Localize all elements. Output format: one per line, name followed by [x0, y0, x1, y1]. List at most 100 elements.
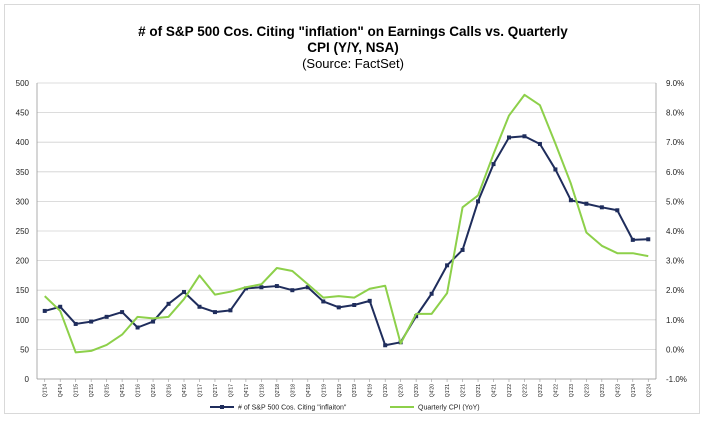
- x-tick-label: Q4'20: [430, 384, 436, 397]
- y-right-tick-label: 1.0%: [666, 316, 684, 325]
- x-tick-label: Q3'22: [538, 384, 544, 397]
- x-tick-label: Q3'21: [476, 384, 482, 397]
- data-point: [336, 305, 341, 310]
- y-left-tick-label: 400: [16, 138, 30, 147]
- y-right-tick-label: 4.0%: [666, 227, 684, 236]
- y-right-tick-label: 6.0%: [666, 168, 684, 177]
- data-point: [321, 299, 326, 304]
- chart-title-line-1: # of S&P 500 Cos. Citing "inflation" on …: [138, 24, 568, 39]
- x-tick-label: Q3'20: [414, 384, 420, 397]
- data-point: [104, 314, 109, 319]
- x-tick-label: Q1'21: [445, 384, 451, 397]
- legend-label: Quarterly CPI (YoY): [418, 405, 480, 412]
- data-point: [89, 319, 94, 324]
- x-tick-label: Q3'16: [167, 384, 173, 397]
- y-left-tick-label: 200: [16, 257, 30, 266]
- series-line-1: [44, 135, 649, 347]
- x-tick-label: Q3'17: [228, 384, 234, 397]
- data-point: [599, 205, 604, 210]
- data-point: [73, 321, 78, 326]
- series-line-2: [44, 93, 649, 354]
- data-point: [584, 201, 589, 206]
- chart-subtitle: (Source: FactSet): [302, 56, 404, 71]
- y-right-tick-label: 8.0%: [666, 109, 684, 118]
- x-tick-label: Q1'18: [259, 384, 265, 397]
- data-point: [228, 308, 233, 313]
- x-tick-label: Q4'21: [492, 384, 498, 397]
- data-point: [460, 247, 465, 252]
- y-right-tick-label: 3.0%: [666, 257, 684, 266]
- x-tick-label: Q3'18: [290, 384, 296, 397]
- y-right-tick-label: -1.0%: [666, 375, 687, 384]
- y-right-tick-label: 5.0%: [666, 197, 684, 206]
- x-tick-label: Q2'24: [646, 384, 652, 397]
- data-point: [367, 298, 372, 303]
- data-point: [305, 285, 310, 290]
- x-tick-label: Q1'19: [321, 384, 327, 397]
- legend-marker: [220, 405, 224, 409]
- x-tick-label: Q4'23: [615, 384, 621, 397]
- y-left-tick-label: 150: [16, 286, 30, 295]
- x-tick-label: Q4'19: [368, 384, 374, 397]
- data-point: [197, 304, 202, 309]
- data-point: [212, 310, 217, 315]
- data-point: [135, 325, 140, 330]
- x-tick-label: Q4'22: [553, 384, 559, 397]
- data-point: [537, 141, 542, 146]
- data-point: [58, 304, 63, 309]
- y-right-tick-label: 2.0%: [666, 286, 684, 295]
- x-tick-label: Q4'16: [182, 384, 188, 397]
- y-left-tick-label: 250: [16, 227, 30, 236]
- x-tick-label: Q1'20: [383, 384, 389, 397]
- x-tick-label: Q1'14: [43, 384, 49, 397]
- data-point: [120, 310, 125, 315]
- x-tick-label: Q4'15: [120, 384, 126, 397]
- x-tick-label: Q3'15: [105, 384, 111, 397]
- x-tick-label: Q3'19: [352, 384, 358, 397]
- data-point: [568, 198, 573, 203]
- data-point: [383, 343, 388, 348]
- data-point: [630, 237, 635, 242]
- x-tick-label: Q4'14: [58, 384, 64, 397]
- chart-border: [4, 4, 700, 414]
- x-tick-label: Q2'19: [337, 384, 343, 397]
- data-point: [522, 134, 527, 139]
- data-point: [243, 286, 248, 291]
- y-left-tick-label: 500: [16, 79, 30, 88]
- data-point: [166, 301, 171, 306]
- x-tick-label: Q2'16: [151, 384, 157, 397]
- x-tick-label: Q2'18: [275, 384, 281, 397]
- x-tick-label: Q4'17: [244, 384, 250, 397]
- chart-title-line-2: CPI (Y/Y, NSA): [307, 40, 399, 55]
- data-point: [506, 135, 511, 140]
- data-point: [476, 199, 481, 204]
- y-right-tick-label: 9.0%: [666, 79, 684, 88]
- x-tick-label: Q2'20: [399, 384, 405, 397]
- data-point: [290, 288, 295, 293]
- data-point: [259, 285, 264, 290]
- y-left-tick-label: 0: [25, 375, 30, 384]
- y-left-tick-label: 100: [16, 316, 30, 325]
- y-right-tick-label: 7.0%: [666, 138, 684, 147]
- data-point: [151, 319, 156, 324]
- x-tick-label: Q1'24: [631, 384, 637, 397]
- data-point: [646, 237, 651, 242]
- legend-label: # of S&P 500 Cos. Citing "inflaiton": [238, 405, 347, 412]
- data-point: [491, 162, 496, 167]
- x-tick-label: Q3'23: [600, 384, 606, 397]
- x-tick-label: Q2'17: [213, 384, 219, 397]
- x-tick-label: Q2'15: [89, 384, 95, 397]
- x-tick-label: Q1'16: [136, 384, 142, 397]
- x-tick-label: Q4'18: [306, 384, 312, 397]
- y-left-tick-label: 300: [16, 197, 30, 206]
- data-point: [445, 263, 450, 268]
- data-point: [615, 208, 620, 213]
- x-tick-label: Q2'21: [461, 384, 467, 397]
- x-tick-label: Q2'23: [584, 384, 590, 397]
- data-point: [553, 167, 558, 172]
- x-tick-label: Q1'15: [74, 384, 80, 397]
- data-point: [429, 291, 434, 296]
- data-point: [42, 308, 47, 313]
